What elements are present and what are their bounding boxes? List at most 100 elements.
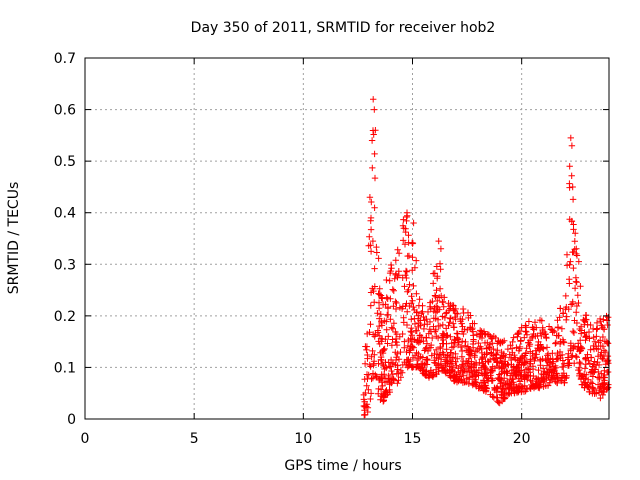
data-point	[543, 334, 550, 342]
data-point	[377, 349, 384, 356]
data-point	[409, 343, 416, 351]
data-point	[535, 338, 542, 346]
data-point	[524, 365, 532, 372]
data-point	[591, 338, 599, 345]
data-point	[516, 367, 523, 374]
data-point	[593, 326, 600, 333]
y-tick-label: 0.1	[54, 360, 76, 376]
data-point	[521, 352, 529, 359]
data-point	[523, 331, 531, 338]
data-point	[558, 325, 566, 332]
data-point	[506, 385, 513, 392]
data-point	[367, 226, 375, 233]
data-point	[434, 275, 441, 282]
axis-ticks	[84, 57, 609, 420]
data-point	[457, 315, 464, 323]
data-point	[488, 335, 495, 342]
data-point	[401, 344, 408, 351]
data-point	[363, 382, 370, 389]
data-point	[365, 386, 372, 393]
data-point	[367, 302, 374, 309]
data-point	[560, 363, 567, 371]
y-tick-label: 0.3	[54, 257, 76, 273]
data-point	[412, 327, 419, 334]
data-point	[502, 386, 509, 393]
data-point	[410, 219, 417, 227]
data-point	[523, 372, 531, 379]
data-point	[499, 359, 506, 366]
data-point	[392, 305, 400, 313]
data-point	[439, 313, 446, 320]
data-point	[504, 345, 512, 353]
data-point	[589, 325, 597, 333]
data-point	[366, 194, 374, 201]
data-point	[379, 360, 386, 368]
data-point	[424, 347, 432, 355]
data-point	[467, 367, 475, 374]
data-point	[511, 351, 518, 359]
data-point	[546, 359, 553, 366]
data-point	[371, 299, 378, 306]
data-point	[559, 310, 567, 317]
data-point	[571, 285, 579, 292]
y-tick-label: 0.4	[54, 206, 76, 222]
data-point	[405, 336, 412, 344]
data-point	[430, 323, 437, 330]
data-point	[433, 263, 440, 270]
data-point	[365, 371, 372, 379]
data-point	[498, 360, 505, 367]
data-point	[382, 359, 389, 366]
data-point	[442, 370, 450, 377]
data-point	[532, 375, 540, 382]
data-point	[376, 285, 383, 292]
data-point	[400, 216, 407, 223]
data-point	[389, 325, 397, 332]
data-point	[582, 355, 589, 362]
data-point	[522, 328, 529, 335]
data-point	[408, 293, 415, 300]
data-point	[424, 308, 432, 316]
data-point	[567, 347, 574, 354]
data-point	[460, 330, 467, 338]
data-point	[457, 343, 465, 351]
data-point	[557, 338, 564, 345]
data-point	[477, 343, 484, 350]
data-point	[571, 343, 579, 350]
data-point	[366, 233, 373, 240]
data-point	[525, 318, 533, 325]
data-point	[560, 370, 567, 377]
data-point	[517, 371, 524, 378]
data-point	[446, 319, 453, 326]
data-point	[574, 292, 581, 299]
data-point	[387, 316, 394, 323]
x-tick-label: 5	[190, 431, 199, 447]
data-point	[367, 321, 374, 328]
data-point	[386, 277, 393, 284]
data-point	[458, 320, 465, 327]
data-point	[404, 308, 411, 315]
data-point	[402, 272, 409, 279]
data-point	[380, 396, 387, 404]
data-point	[472, 381, 479, 388]
data-point	[438, 334, 446, 341]
data-point	[599, 355, 607, 363]
data-point	[481, 371, 488, 378]
data-point	[446, 353, 453, 361]
data-point	[570, 344, 577, 351]
data-point	[378, 294, 385, 302]
data-point	[361, 376, 368, 383]
data-point	[393, 299, 400, 307]
data-point	[390, 287, 397, 294]
data-point	[577, 323, 585, 330]
data-point	[436, 285, 444, 292]
data-point	[406, 347, 413, 354]
data-point	[573, 252, 581, 259]
data-point	[554, 324, 562, 331]
data-point	[590, 334, 597, 341]
data-point	[379, 301, 387, 308]
data-point	[586, 388, 593, 396]
data-point	[601, 338, 609, 345]
data-point	[482, 370, 490, 377]
data-point	[540, 345, 547, 352]
data-point	[424, 355, 431, 363]
